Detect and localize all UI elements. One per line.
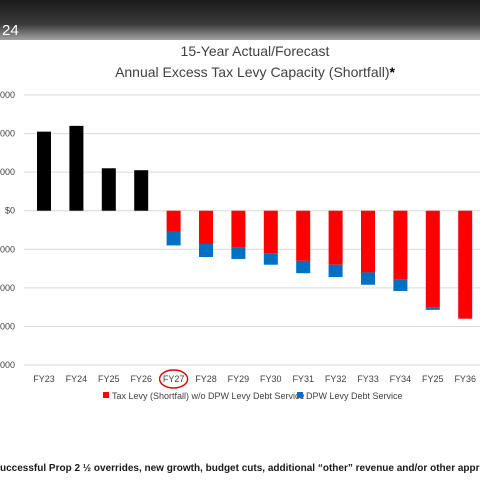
fy27-highlight-circle [158,369,189,389]
x-axis-ticks: FY23 FY24 FY25 FY26 FY27 FY28 FY29 FY30 FY31 FY32… [33,369,476,389]
x-tick-label: FY25 [98,374,120,384]
y-tick-label: $0 [5,206,15,216]
bar-fy29 [231,210,246,248]
legend-label: DPW Levy Debt Service [306,391,403,401]
bar-fy25 [425,210,440,308]
y-tick-label: ,000 [0,90,15,100]
chart-subtitle: Annual Excess Tax Levy Capacity (Shortfa… [115,64,395,80]
x-tick-label: FY33 [357,374,379,384]
bar-fy31 [296,260,311,274]
bar-fy33 [361,210,375,273]
excess-levy-chart: 15-Year Actual/Forecast Annual Excess Ta… [0,43,480,401]
legend: Tax Levy (Shortfall) w/o DPW Levy Debt S… [103,391,403,401]
y-tick-label: ,000 [0,167,15,177]
chart-slide: 15-Year Actual/Forecast Annual Excess Ta… [0,40,480,480]
presentation-header-bar: 24 [0,0,480,44]
x-tick-label: FY23 [33,374,55,384]
x-tick-label: FY34 [390,374,412,384]
y-axis-ticks: ,000 ,000 ,000 $0 ,000 ,000 ,000 ,000 [0,90,15,370]
legend-label: Tax Levy (Shortfall) w/o DPW Levy Debt S… [112,391,305,401]
bar-fy32 [328,210,343,265]
bar-fy27 [166,210,181,232]
x-tick-label: FY30 [260,374,282,384]
bar-fy25 [101,168,116,211]
bar-fy23 [37,131,51,211]
bar-fy30 [263,253,278,265]
y-tick-label: ,000 [0,360,15,370]
x-tick-label: FY29 [228,374,250,384]
bar-fy28 [199,210,213,244]
bar-fy24 [69,125,84,211]
x-tick-label: FY24 [66,374,88,384]
footnote-text: uccessful Prop 2 ½ overrides, new growth… [0,463,480,474]
y-tick-label: ,000 [0,244,15,254]
bar-fy25 [425,307,440,310]
bars [37,125,473,319]
bar-fy34 [393,210,408,280]
bar-fy30 [263,210,278,254]
chart-title: 15-Year Actual/Forecast [181,43,330,59]
bar-fy34 [393,279,408,291]
x-tick-label: FY25 [422,374,444,384]
y-tick-label: ,000 [0,321,15,331]
bar-fy29 [231,247,246,259]
y-tick-label: ,000 [0,283,15,293]
header-fragment-text: 24 [2,22,19,39]
chart-subtitle-asterisk: * [389,64,395,80]
legend-swatch [297,392,303,398]
x-tick-label: FY36 [454,374,476,384]
gridlines [24,94,480,366]
bar-fy32 [328,264,343,278]
x-tick-label: FY27 [163,374,185,384]
x-tick-label: FY32 [325,374,347,384]
bar-fy26 [134,170,149,211]
x-tick-label: FY31 [292,374,314,384]
y-tick-label: ,000 [0,129,15,139]
bar-fy27 [166,231,181,246]
bar-fy31 [296,210,311,261]
x-tick-label: FY26 [130,374,152,384]
bar-fy28 [199,243,213,257]
legend-swatch [103,392,109,398]
bar-fy33 [361,272,375,285]
x-tick-label: FY28 [195,374,217,384]
bar-fy36 [458,210,473,319]
chart-subtitle-text: Annual Excess Tax Levy Capacity (Shortfa… [115,64,389,80]
